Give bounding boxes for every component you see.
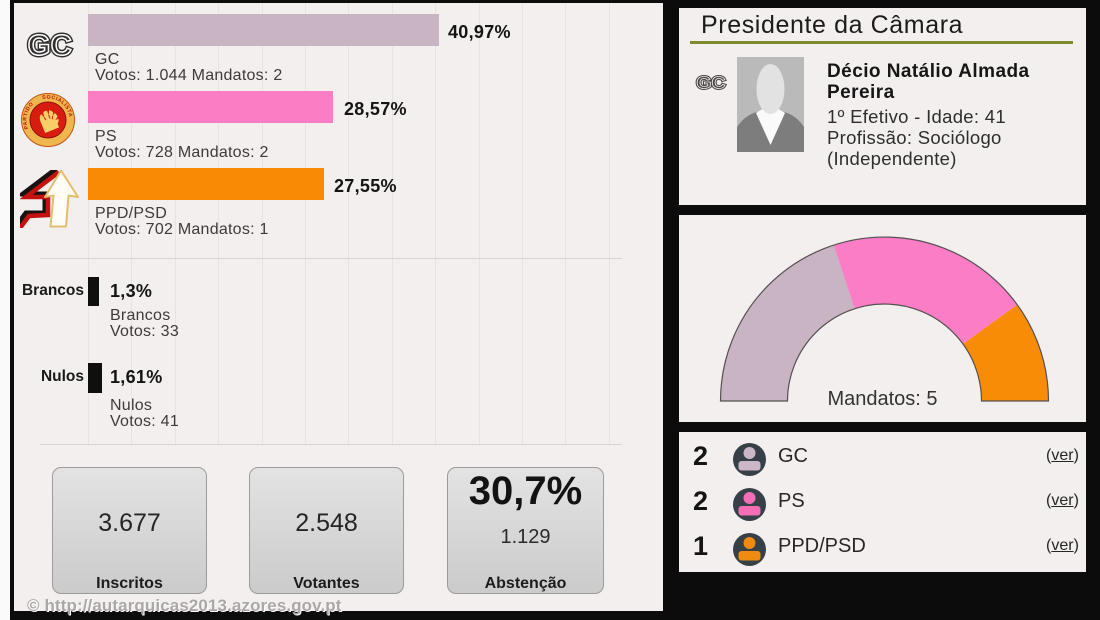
svg-text:GC: GC xyxy=(696,72,725,92)
svg-text:GC: GC xyxy=(28,30,73,62)
svg-text:GC: GC xyxy=(696,72,725,92)
svg-text:GC: GC xyxy=(28,30,73,62)
